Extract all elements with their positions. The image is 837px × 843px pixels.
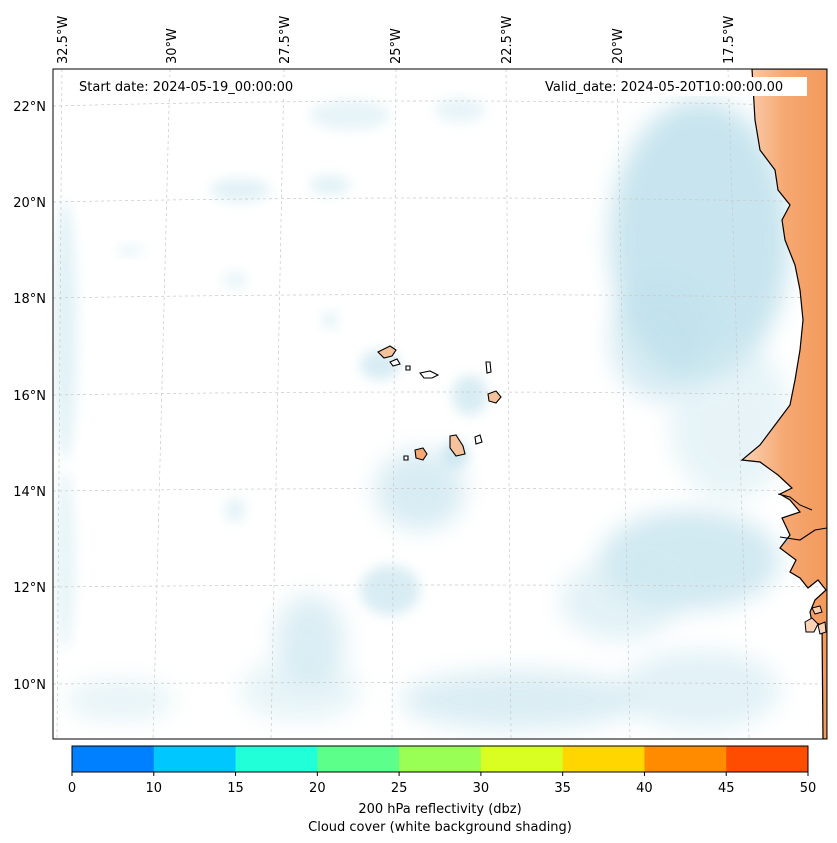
colorbar-tick-label: 15	[227, 781, 244, 796]
lon-label: 17.5°W	[722, 16, 737, 64]
colorbar-label: 200 hPa reflectivity (dbz)	[358, 802, 521, 817]
colorbar-swatch	[726, 746, 809, 772]
cloud-cover-shading	[53, 70, 827, 730]
colorbar: 0 10 15 20 25 30 35 40 45 50 200 hPa reflectivity…	[68, 745, 816, 835]
colorbar-swatch	[562, 746, 645, 772]
colorbar-tick-label: 10	[146, 781, 163, 796]
colorbar-swatch	[644, 746, 727, 772]
latitude-labels: 22°N 20°N 18°N 16°N 14°N 12°N 10°N	[13, 100, 46, 693]
colorbar-swatch	[317, 746, 400, 772]
colorbar-tick-label: 20	[309, 781, 326, 796]
lat-label: 16°N	[13, 389, 46, 404]
longitude-labels: 32.5°W 30°W 27.5°W 25°W 22.5°W 20°W 17.5…	[56, 16, 737, 64]
colorbar-tick-label: 40	[636, 781, 653, 796]
colorbar-swatches	[72, 746, 809, 772]
gambia-border	[777, 493, 813, 511]
lon-label: 27.5°W	[278, 16, 293, 64]
colorbar-frame	[71, 745, 809, 773]
sao-nicolau-island	[419, 370, 440, 379]
colorbar-tick-label: 0	[68, 781, 76, 796]
valid-date-box	[540, 77, 807, 96]
santa-luzia-island	[405, 365, 411, 371]
santiago-island	[449, 434, 466, 457]
sal-island	[485, 361, 492, 374]
colorbar-swatch	[72, 746, 155, 772]
colorbar-swatch	[153, 746, 237, 772]
colorbar-sublabel: Cloud cover (white background shading)	[308, 820, 572, 835]
colorbar-tick-label: 25	[391, 781, 408, 796]
santo-antao-island	[377, 345, 397, 359]
lat-label: 20°N	[13, 196, 46, 211]
lon-label: 25°W	[389, 28, 404, 64]
africa-mainland	[740, 69, 827, 739]
fogo-island	[414, 447, 428, 461]
guinea-bissau-islands	[804, 605, 827, 635]
colorbar-swatch	[399, 746, 482, 772]
lon-label: 32.5°W	[56, 16, 71, 64]
lat-label: 14°N	[13, 485, 46, 500]
colorbar-ticks: 0 10 15 20 25 30 35 40 45 50	[68, 772, 816, 796]
start-date-label: Start date: 2024-05-19_00:00:00	[79, 80, 293, 95]
lat-label: 18°N	[13, 292, 46, 307]
graticule	[53, 69, 827, 739]
colorbar-tick-label: 45	[718, 781, 735, 796]
lat-label: 10°N	[13, 678, 46, 693]
colorbar-tick-label: 35	[554, 781, 571, 796]
colorbar-tick-label: 30	[473, 781, 490, 796]
valid-date-label: Valid_date: 2024-05-20T10:00:00.00	[545, 80, 783, 95]
lon-label: 20°W	[611, 28, 626, 64]
map-frame	[52, 68, 828, 740]
boa-vista-island	[487, 390, 502, 404]
colorbar-swatch	[480, 746, 564, 772]
lon-label: 22.5°W	[500, 16, 515, 64]
sao-vicente-island	[389, 358, 401, 367]
colorbar-swatch	[235, 746, 318, 772]
lat-label: 22°N	[13, 100, 46, 115]
lat-label: 12°N	[13, 581, 46, 596]
start-date-box	[72, 77, 314, 96]
senegal-river-coast	[779, 527, 827, 541]
maio-island	[474, 434, 483, 445]
lon-label: 30°W	[165, 28, 180, 64]
colorbar-tick-label: 50	[800, 781, 817, 796]
cape-verde-islands	[377, 345, 502, 461]
brava-island	[403, 455, 409, 461]
